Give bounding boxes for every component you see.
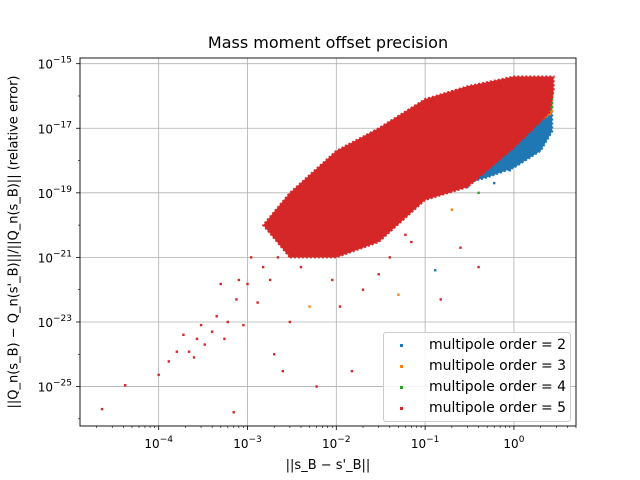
y-tick-label: 10−15 (38, 56, 72, 72)
data-point (187, 350, 191, 353)
legend-label: multipole order = 4 (429, 379, 567, 395)
legend-marker (400, 385, 403, 389)
data-point (299, 265, 303, 269)
data-point (256, 301, 259, 304)
legend-label: multipole order = 2 (429, 337, 567, 353)
data-point (167, 360, 171, 363)
dense-point-cluster (261, 75, 555, 259)
data-point (331, 278, 334, 282)
data-point (404, 233, 407, 237)
data-point (268, 278, 272, 282)
data-point (175, 350, 179, 353)
data-point (342, 149, 345, 153)
data-point (157, 373, 160, 377)
data-point (350, 369, 354, 373)
data-point (477, 191, 480, 195)
data-point (261, 265, 265, 269)
data-point (249, 256, 253, 259)
data-point (195, 337, 199, 341)
data-point (312, 214, 315, 217)
data-point (377, 273, 380, 276)
data-point (219, 282, 222, 286)
data-point (215, 315, 218, 318)
data-point (281, 369, 285, 373)
data-point (223, 337, 226, 341)
y-tick-label: 10−21 (38, 249, 72, 265)
data-point (210, 330, 214, 333)
data-point (508, 169, 512, 172)
y-tick-label: 10−17 (38, 120, 72, 136)
data-point (237, 278, 241, 282)
data-point (477, 265, 480, 269)
legend-item: multipole order = 4 (392, 377, 566, 397)
y-tick-label: 10−19 (38, 185, 73, 201)
series-5 (100, 75, 555, 414)
data-point (276, 256, 280, 259)
legend-item: multipole order = 3 (392, 356, 566, 376)
data-point (388, 256, 391, 259)
data-point (246, 282, 249, 286)
data-point (439, 298, 442, 301)
data-point (410, 240, 413, 244)
data-point (450, 208, 454, 211)
y-tick-label: 10−23 (38, 314, 72, 330)
data-point (434, 269, 437, 272)
data-point (242, 323, 245, 327)
data-point (370, 143, 373, 147)
data-point (304, 191, 307, 195)
x-axis-label-text: ||s_B − s'_B|| (285, 458, 371, 473)
y-axis-label-text: ||Q_n(s_B) − Q_n(s'_B)||/||Q_n(s_B)|| (r… (6, 75, 22, 409)
data-point (288, 320, 292, 324)
data-point (294, 214, 298, 217)
legend-marker (400, 406, 403, 410)
y-tick-label: 10−25 (38, 379, 72, 395)
data-point (308, 305, 311, 308)
data-point (100, 407, 104, 411)
data-point (519, 159, 523, 162)
axes-frame (79, 57, 577, 427)
x-tick-label: 10−3 (233, 435, 262, 451)
x-tick-label: 10−4 (144, 435, 173, 451)
data-point (338, 305, 342, 308)
data-point (321, 172, 324, 175)
legend-item: multipole order = 2 (392, 335, 566, 355)
data-point (459, 246, 462, 249)
data-point (361, 288, 365, 291)
legend-label: multipole order = 3 (429, 358, 567, 374)
data-point (493, 181, 496, 185)
data-point (397, 201, 400, 204)
data-point (326, 233, 329, 237)
data-point (226, 320, 229, 324)
data-point (232, 411, 235, 414)
legend-item: multipole order = 5 (392, 398, 566, 418)
data-point (286, 231, 289, 234)
data-point (315, 385, 318, 388)
data-point (357, 201, 361, 204)
chart-title: Mass moment offset precision (207, 33, 449, 52)
data-point (182, 333, 185, 337)
data-point (543, 139, 546, 143)
x-tick-label: 10−1 (411, 435, 440, 451)
data-point (397, 293, 400, 296)
legend-marker (400, 343, 403, 347)
data-point (235, 298, 238, 301)
legend: multipole order = 2 multipole order = 3 … (383, 332, 571, 422)
data-point (203, 343, 206, 346)
data-point (124, 384, 127, 387)
legend-marker (400, 364, 403, 368)
y-axis-label: ||Q_n(s_B) − Q_n(s'_B)||/||Q_n(s_B)|| (r… (7, 76, 22, 409)
x-tick-label: 10−2 (322, 435, 351, 451)
x-tick-label: 100 (503, 435, 524, 451)
x-axis-label: ||s_B − s'_B|| (80, 458, 576, 473)
data-point (273, 353, 276, 356)
legend-label: multipole order = 5 (429, 400, 567, 416)
data-point (199, 323, 203, 327)
data-point (308, 246, 311, 249)
data-point (192, 356, 196, 359)
